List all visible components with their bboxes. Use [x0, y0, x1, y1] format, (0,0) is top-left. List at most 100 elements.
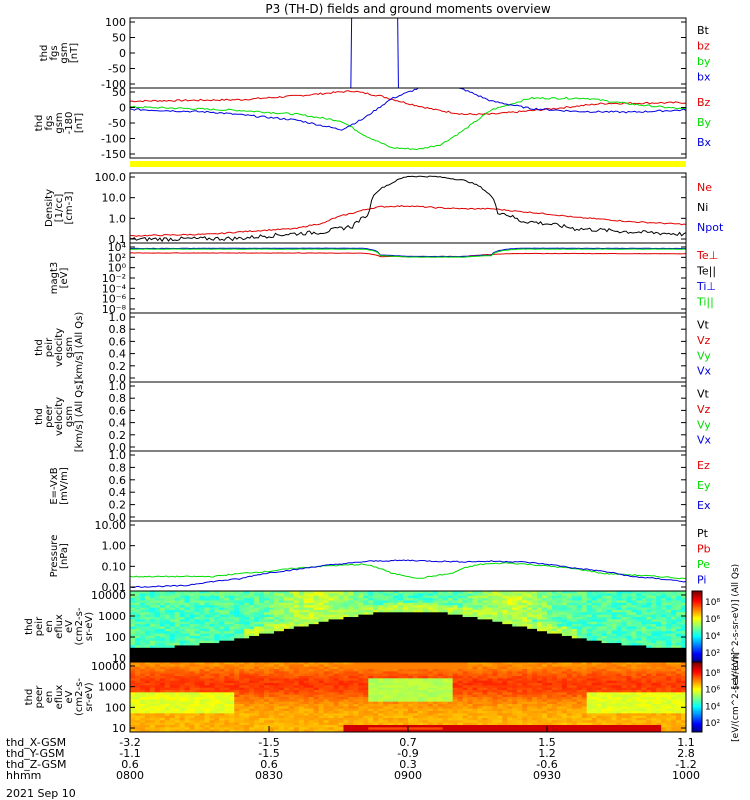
- heatmap-cell: [323, 673, 329, 677]
- heatmap-cell: [283, 628, 290, 632]
- heatmap-cell: [636, 619, 642, 623]
- heatmap-cell: [214, 638, 220, 642]
- heatmap-cell: [626, 617, 632, 620]
- heatmap-cell: [323, 619, 329, 623]
- heatmap-cell: [507, 631, 513, 634]
- heatmap-cell: [130, 701, 136, 705]
- heatmap-cell: [403, 598, 409, 601]
- heatmap-cell: [219, 706, 225, 710]
- heatmap-cell: [288, 624, 295, 627]
- heatmap-cell: [249, 621, 255, 625]
- heatmap-cell: [288, 645, 295, 649]
- heatmap-cell: [184, 662, 190, 665]
- heatmap-cell: [184, 711, 190, 714]
- heatmap-cell: [254, 704, 260, 707]
- heatmap-cell: [651, 635, 657, 639]
- heatmap-cell: [641, 609, 647, 613]
- heatmap-cell: [224, 727, 230, 731]
- heatmap-cell: [611, 600, 617, 604]
- heatmap-cell: [283, 605, 290, 608]
- heatmap-cell: [408, 609, 414, 613]
- heatmap-cell: [154, 680, 161, 684]
- heatmap-cell: [581, 624, 588, 627]
- heatmap-cell: [219, 617, 225, 620]
- heatmap-cell: [298, 680, 305, 684]
- heatmap-cell: [318, 671, 324, 675]
- heatmap-cell: [164, 662, 171, 665]
- heatmap-cell: [293, 687, 300, 691]
- heatmap-cell: [234, 680, 240, 684]
- heatmap-cell: [542, 626, 548, 630]
- y-tick-label: 0.4: [109, 417, 127, 430]
- heatmap-cell: [581, 595, 588, 599]
- heatmap-cell: [427, 591, 434, 594]
- heatmap-cell: [303, 725, 310, 728]
- heatmap-cell: [219, 595, 225, 599]
- heatmap-cell: [278, 725, 285, 728]
- heatmap-cell: [343, 701, 349, 705]
- y-tick-label: 10⁴: [108, 241, 127, 254]
- heatmap-cell: [154, 718, 161, 721]
- heatmap-cell: [184, 645, 190, 649]
- heatmap-cell: [254, 664, 260, 668]
- heatmap-cell: [139, 631, 146, 634]
- y-tick-label: 10.0: [102, 192, 127, 205]
- heatmap-cell: [154, 640, 161, 644]
- heatmap-cell: [283, 713, 290, 717]
- heatmap-cell: [611, 654, 617, 658]
- heatmap-cell: [591, 593, 598, 597]
- heatmap-cell: [244, 612, 250, 616]
- heatmap-cell: [298, 650, 305, 653]
- heatmap-cell: [661, 640, 667, 644]
- heatmap-cell: [298, 671, 305, 675]
- heatmap-cell: [517, 593, 523, 597]
- heatmap-cell: [214, 657, 220, 661]
- heatmap-cell: [244, 704, 250, 707]
- heatmap-cell: [517, 633, 523, 637]
- heatmap-cell: [209, 619, 215, 623]
- heatmap-cell: [308, 609, 315, 613]
- heatmap-cell: [159, 687, 166, 691]
- heatmap-cell: [611, 602, 617, 606]
- heatmap-cell: [651, 659, 657, 662]
- heatmap-cell: [308, 685, 315, 689]
- heatmap-cell: [303, 718, 310, 721]
- heatmap-cell: [571, 654, 578, 658]
- heatmap-cell: [422, 624, 429, 627]
- heatmap-cell: [532, 602, 538, 606]
- heatmap-cell: [666, 602, 672, 606]
- heatmap-cell: [333, 647, 339, 651]
- colorbar-swatch: [692, 608, 702, 612]
- heatmap-cell: [134, 713, 141, 717]
- heatmap-cell: [303, 687, 310, 691]
- heatmap-cell: [288, 690, 295, 693]
- heatmap-cell: [512, 595, 518, 599]
- heatmap-cell: [298, 687, 305, 691]
- heatmap-cell: [338, 617, 344, 620]
- heatmap-cell: [606, 593, 612, 597]
- heatmap-cell: [383, 593, 389, 597]
- heatmap-cell: [199, 635, 205, 639]
- heatmap-cell: [209, 699, 215, 703]
- heatmap-cell: [333, 602, 339, 606]
- heatmap-cell: [417, 645, 424, 649]
- heatmap-cell: [149, 683, 156, 686]
- heatmap-cell: [487, 607, 493, 611]
- heatmap-cell: [244, 676, 250, 679]
- heatmap-cell: [576, 602, 583, 606]
- heatmap-cell: [154, 595, 161, 599]
- series-Ni: [130, 175, 686, 243]
- heatmap-cell: [293, 725, 300, 728]
- heatmap-cell: [527, 652, 533, 656]
- heatmap-cell: [189, 683, 195, 686]
- heatmap-cell: [467, 657, 473, 661]
- heatmap-cell: [318, 640, 324, 644]
- heatmap-cell: [149, 650, 156, 653]
- heatmap-cell: [273, 619, 280, 623]
- heatmap-cell: [383, 640, 389, 644]
- heatmap-cell: [194, 602, 200, 606]
- heatmap-cell: [467, 638, 473, 642]
- heatmap-cell: [249, 631, 255, 634]
- heatmap-cell: [259, 619, 265, 623]
